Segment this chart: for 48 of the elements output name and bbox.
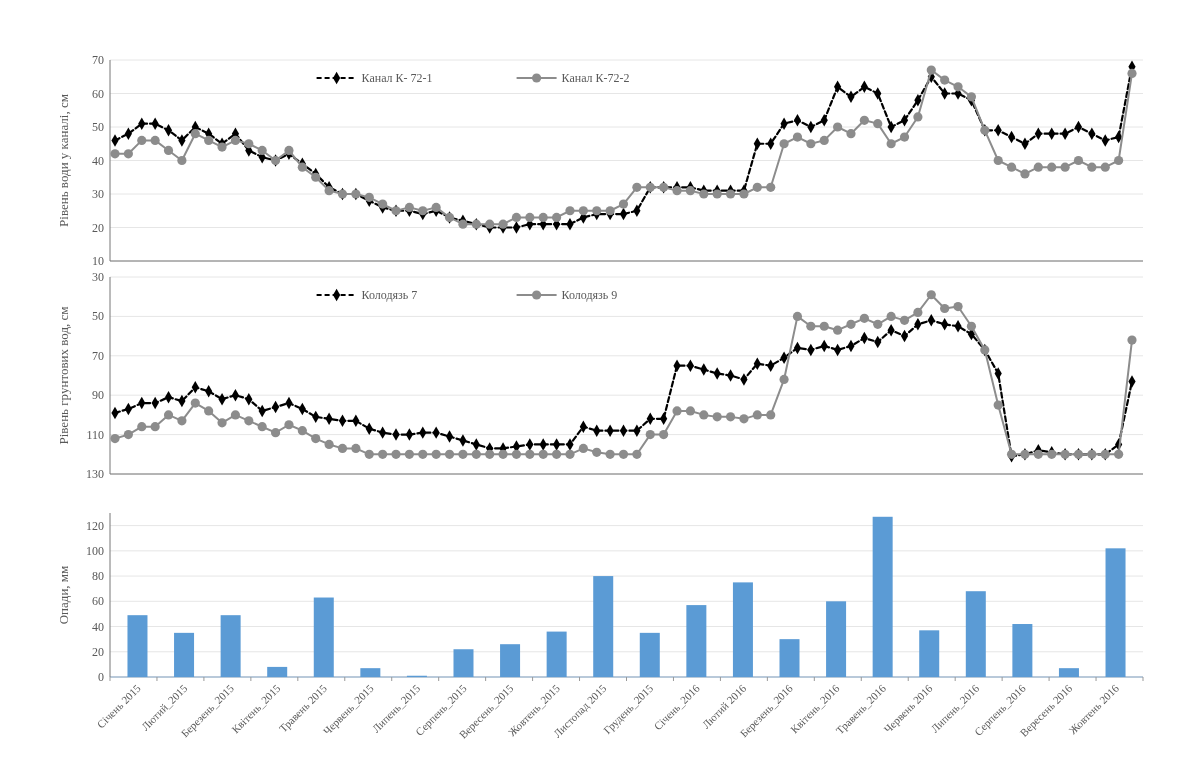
- bar: [826, 601, 847, 677]
- bar: [1012, 624, 1033, 677]
- bar: [546, 631, 567, 677]
- bar: [500, 644, 521, 677]
- legend-label: Колодязь 9: [561, 288, 618, 302]
- y-tick-label: 50: [92, 309, 104, 324]
- bar: [779, 639, 800, 677]
- bar: [174, 632, 195, 677]
- bar: [686, 605, 707, 677]
- bar: [639, 632, 660, 677]
- bar: [593, 576, 614, 677]
- bar: [313, 597, 334, 677]
- y-axis-title: Рівень грунтових вод, см: [56, 306, 71, 445]
- y-tick-label: 130: [86, 467, 104, 481]
- bar: [919, 630, 940, 677]
- bar: [1105, 548, 1126, 677]
- y-tick-label: 90: [92, 388, 104, 403]
- y-tick-label: 50: [92, 120, 104, 134]
- bar: [360, 668, 381, 677]
- bar: [872, 516, 893, 677]
- y-tick-label: 100: [86, 543, 104, 558]
- y-axis-title: Опади, мм: [56, 565, 71, 625]
- bar: [453, 649, 474, 677]
- y-tick-label: 40: [92, 619, 104, 634]
- y-axis-title: Рівень води у каналі, см: [56, 94, 71, 227]
- y-tick-label: 0: [98, 670, 104, 684]
- y-tick-label: 120: [86, 518, 104, 533]
- y-tick-label: 10: [92, 254, 104, 268]
- bar: [127, 615, 148, 677]
- y-tick-label: 20: [92, 220, 104, 235]
- y-tick-label: 70: [92, 53, 104, 67]
- bar: [267, 666, 288, 677]
- bar: [1058, 668, 1079, 677]
- y-tick-label: 30: [92, 270, 104, 284]
- y-tick-label: 80: [92, 569, 104, 584]
- legend-label: Колодязь 7: [361, 288, 418, 302]
- y-tick-label: 60: [92, 86, 104, 101]
- y-tick-label: 20: [92, 644, 104, 659]
- y-tick-label: 70: [92, 348, 104, 363]
- y-tick-label: 40: [92, 153, 104, 168]
- legend-label: Канал К-72-2: [561, 71, 630, 85]
- y-tick-label: 60: [92, 594, 104, 609]
- legend-label: Канал К- 72-1: [361, 71, 433, 85]
- y-tick-label: 30: [92, 187, 104, 201]
- bar: [732, 582, 753, 677]
- bar: [220, 615, 241, 677]
- y-tick-label: 110: [86, 427, 104, 442]
- bar: [965, 591, 986, 677]
